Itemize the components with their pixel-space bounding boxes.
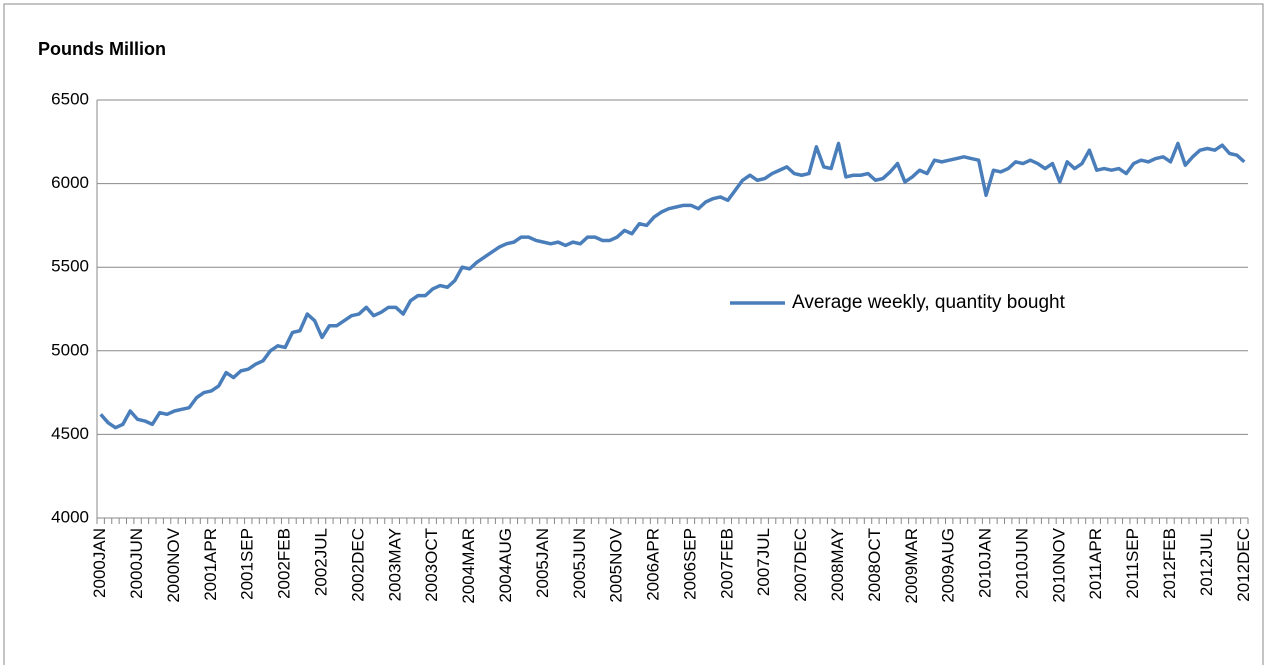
y-tick-label: 4000 [51, 507, 89, 526]
y-tick-label: 6000 [51, 173, 89, 192]
x-tick-label: 2003OCT [422, 528, 441, 602]
x-tick-label: 2012DEC [1234, 528, 1253, 602]
x-tick-label: 2011APR [1086, 528, 1105, 600]
x-tick-label: 2012FEB [1160, 528, 1179, 599]
x-tick-label: 2007FEB [717, 528, 736, 599]
y-axis-title: Pounds Million [38, 39, 166, 59]
x-tick-label: 2003MAY [385, 528, 404, 601]
y-tick-label: 6500 [51, 89, 89, 108]
x-tick-label: 2001APR [201, 528, 220, 601]
x-tick-label: 2004AUG [496, 528, 515, 603]
x-tick-label: 2001SEP [238, 528, 257, 600]
x-tick-label: 2009MAR [902, 528, 921, 604]
x-tick-label: 2000JUN [127, 528, 146, 599]
x-tick-label: 2000JAN [90, 528, 109, 598]
x-tick-label: 2005NOV [607, 527, 626, 602]
x-tick-label: 2007JUL [754, 528, 773, 596]
x-tick-label: 2008OCT [865, 528, 884, 602]
x-tick-label: 2010NOV [1049, 527, 1068, 602]
x-tick-label: 2005JAN [533, 528, 552, 598]
legend-label: Average weekly, quantity bought [792, 292, 1066, 313]
x-tick-label: 2011SEP [1123, 528, 1142, 599]
x-tick-label: 2006APR [644, 528, 663, 601]
x-tick-label: 2008MAY [828, 528, 847, 601]
x-tick-label: 2000NOV [164, 527, 183, 602]
y-tick-label: 5500 [51, 257, 89, 276]
x-tick-label: 2012JUL [1197, 528, 1216, 596]
x-tick-label: 2006SEP [680, 528, 699, 600]
x-tick-label: 2010JAN [976, 528, 995, 598]
x-tick-label: 2002DEC [348, 528, 367, 602]
x-tick-label: 2010JUN [1012, 528, 1031, 599]
chart-border [3, 3, 1264, 665]
x-tick-label: 2005JUN [570, 528, 589, 599]
y-tick-label: 5000 [51, 340, 89, 359]
data-line [99, 141, 1246, 430]
x-tick-label: 2007DEC [791, 528, 810, 602]
y-tick-label: 4500 [51, 424, 89, 443]
x-tick-label: 2002JUL [312, 528, 331, 596]
x-tick-label: 2009AUG [939, 528, 958, 603]
x-tick-label: 2002FEB [275, 528, 294, 599]
x-tick-label: 2004MAR [459, 528, 478, 604]
